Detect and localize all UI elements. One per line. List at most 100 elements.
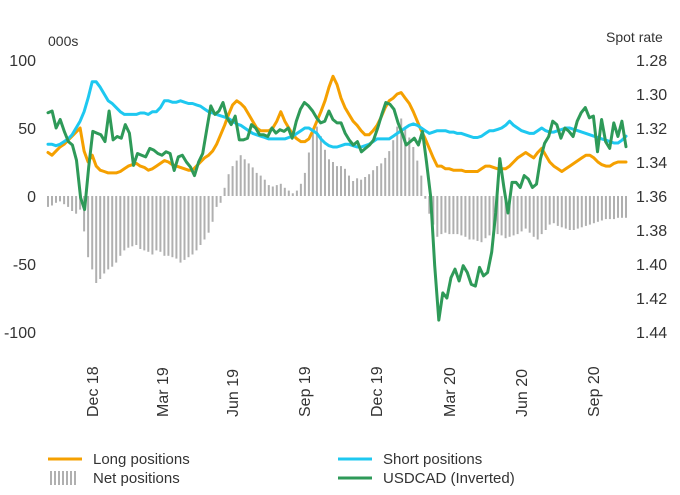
net-position-bar [135, 196, 138, 245]
net-position-bar [119, 196, 122, 256]
right-axis-tick-label: 1.40 [636, 257, 667, 274]
net-position-bar [392, 140, 395, 196]
net-position-bar [167, 196, 170, 256]
net-position-bar [444, 196, 447, 233]
net-position-bar [243, 159, 246, 196]
net-position-bar [263, 179, 266, 196]
net-position-bar [600, 196, 603, 221]
net-position-bar [283, 187, 286, 196]
net-position-bar [271, 186, 274, 196]
net-position-bar [440, 196, 443, 235]
long-positions-line [46, 74, 628, 175]
right-axis-tick-label: 1.34 [636, 155, 667, 172]
x-axis-tick-label: Jun 19 [225, 369, 242, 417]
x-axis-tick-label: Sep 19 [297, 366, 314, 417]
net-position-bar [51, 196, 53, 206]
legend-swatch-bar [66, 471, 68, 485]
net-position-bar [456, 196, 459, 235]
net-position-bar [307, 152, 310, 196]
net-position-bar [63, 196, 66, 205]
x-axis-tick-label: Mar 20 [442, 367, 459, 417]
net-position-bar [540, 196, 543, 235]
net-position-bar [436, 196, 439, 237]
net-position-bar [231, 166, 234, 196]
net-position-bar [512, 196, 515, 236]
net-position-bar [556, 196, 559, 226]
legend-item-label: USDCAD (Inverted) [383, 470, 515, 487]
legend-swatch-bar [74, 471, 76, 485]
right-axis-tick-label: 1.38 [636, 223, 667, 240]
net-position-bar [275, 185, 278, 196]
net-position-bar [548, 196, 551, 225]
net-position-bar [604, 196, 607, 220]
net-position-bar [404, 126, 407, 196]
net-position-bar [319, 136, 322, 196]
legend-swatch-bar [58, 471, 60, 485]
net-position-bar [432, 196, 435, 225]
net-position-bar [147, 196, 150, 252]
net-position-bar [560, 196, 563, 228]
net-position-bar [155, 196, 158, 251]
net-position-bar [75, 196, 78, 214]
net-position-bar [388, 151, 391, 196]
net-position-bar [416, 160, 419, 196]
net-position-bar [183, 196, 186, 260]
net-position-bar [524, 196, 527, 229]
net-position-bar [315, 126, 318, 196]
net-position-bar [372, 170, 375, 196]
net-position-bar [408, 137, 411, 196]
net-position-bar [179, 196, 182, 263]
chart-legend: Long positions Short positions Net positio… [48, 451, 515, 487]
net-position-bar [496, 196, 499, 235]
net-position-bar [91, 196, 94, 270]
right-axis-tick-label: 1.42 [636, 291, 667, 308]
net-position-bar [215, 196, 218, 207]
left-axis-tick-label: -50 [13, 257, 36, 274]
net-position-bar [99, 196, 102, 279]
net-position-bar [287, 190, 290, 196]
net-position-bar [380, 163, 383, 196]
x-axis-tick-label: Sep 20 [586, 366, 603, 417]
net-position-bar [368, 174, 371, 196]
net-position-bar [311, 130, 314, 196]
x-axis-ticks: Dec 18 Mar 19 Jun 19 Sep 19 Dec 19 Mar 20 Jun … [85, 366, 603, 417]
net-position-bar [596, 196, 599, 222]
net-position-bar [492, 196, 495, 235]
net-position-bar [131, 196, 134, 247]
legend-swatch-bar [54, 471, 56, 485]
net-position-bar [55, 196, 57, 203]
net-position-bar [464, 196, 467, 237]
net-position-bar [348, 175, 350, 196]
right-axis-tick-label: 1.30 [636, 87, 667, 104]
net-position-bar [536, 196, 539, 240]
left-axis-tick-label: 0 [27, 189, 36, 206]
net-position-bar [420, 175, 423, 196]
short-positions-line [46, 80, 628, 149]
net-position-bar [87, 196, 90, 258]
net-position-bar [47, 196, 49, 207]
net-position-bar [613, 196, 615, 220]
net-position-bar [123, 196, 126, 251]
net-position-bar [219, 196, 222, 203]
x-axis-tick-label: Dec 18 [85, 366, 102, 417]
legend-item-label: Long positions [93, 451, 190, 468]
net-position-bar [163, 196, 166, 256]
right-axis-tick-label: 1.36 [636, 189, 667, 206]
net-position-bar [528, 196, 531, 233]
net-position-bar [127, 196, 130, 248]
left-axis-tick-label: -100 [4, 325, 36, 342]
net-position-bar [468, 196, 471, 240]
net-position-bar [488, 196, 491, 236]
usdcad-inverted-line [46, 101, 628, 322]
net-position-bar [584, 196, 587, 226]
net-position-bar [175, 196, 178, 259]
net-position-bar [203, 196, 206, 240]
net-position-bar [572, 196, 575, 230]
net-position-bar [576, 196, 579, 229]
net-position-bar [448, 196, 451, 235]
net-position-bar [79, 196, 82, 210]
x-axis-tick-label: Mar 19 [155, 367, 172, 417]
legend-swatch-bar [70, 471, 72, 485]
